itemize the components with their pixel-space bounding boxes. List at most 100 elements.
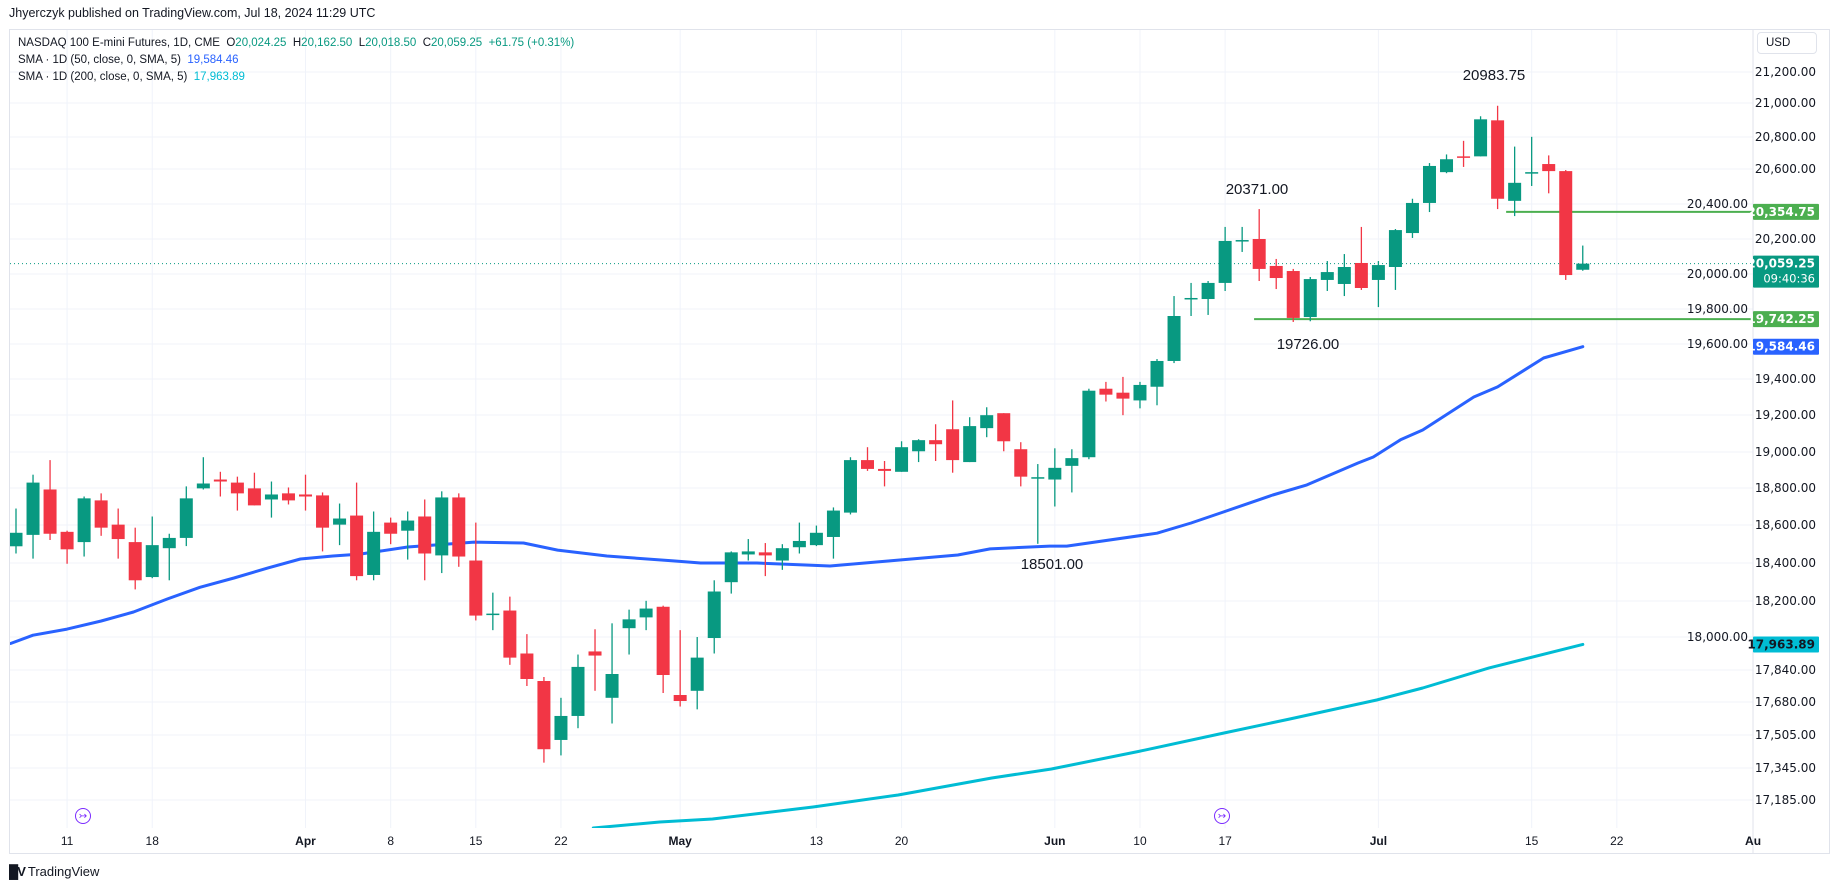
price-tag [1753, 255, 1819, 288]
candle-body [196, 483, 210, 489]
candle-body [1201, 282, 1215, 300]
time-tick-label: 22 [1610, 834, 1624, 848]
candle-body [1303, 279, 1317, 318]
high-value: 20,162.50 [301, 37, 353, 49]
candle-body [537, 681, 551, 750]
circled-arrow-icon[interactable]: ↣ [1214, 808, 1230, 824]
time-tick-label: 8 [387, 834, 394, 848]
candle-body [1525, 172, 1539, 174]
price-tick-label: 20,800.00 [1755, 130, 1816, 144]
candle [1559, 170, 1573, 280]
candle [1184, 282, 1198, 316]
price-tick-label: 19,000.00 [1755, 445, 1816, 459]
candle [1422, 163, 1436, 213]
ohlc-close: C20,059.25 [422, 37, 483, 49]
candle-body [1235, 240, 1249, 242]
candle-body [213, 479, 227, 482]
candle [145, 516, 159, 579]
ohlc-low: L20,018.50 [358, 37, 417, 49]
open-value: 20,024.25 [235, 37, 287, 49]
candle [1337, 254, 1351, 297]
candle [26, 474, 40, 559]
candle-body [1422, 165, 1436, 203]
candle-body [1218, 240, 1232, 283]
candle [741, 539, 755, 561]
currency-button[interactable]: USD [1757, 32, 1817, 54]
candle-body [912, 440, 926, 452]
candle-body [1388, 230, 1402, 267]
candle [571, 654, 585, 729]
candle [758, 543, 772, 577]
candle [673, 630, 687, 707]
tradingview-logo[interactable]: █V TradingView [9, 864, 99, 879]
candle-body [1269, 265, 1283, 279]
candle-body [963, 426, 977, 463]
legend-symbol-row[interactable]: NASDAQ 100 E-mini Futures, 1D, CME O20,0… [18, 35, 574, 52]
candle [1405, 198, 1419, 238]
candle [316, 492, 330, 552]
annotation-low: 18501.00 [1020, 556, 1084, 573]
candle-body [707, 591, 721, 639]
candle [179, 486, 193, 547]
annotation-swing-low: 19726.00 [1276, 336, 1340, 353]
candle-body [1337, 267, 1351, 284]
candle [1048, 448, 1062, 507]
low-value: 20,018.50 [365, 37, 417, 49]
time-tick-label: 13 [810, 834, 824, 848]
candle-body [1065, 458, 1079, 466]
candle-body [1320, 272, 1334, 280]
time-tick-label: 17 [1218, 834, 1232, 848]
price-tick-label: 18,600.00 [1755, 518, 1816, 532]
chart-frame [9, 29, 1830, 854]
candle [1133, 381, 1147, 409]
candle [1474, 116, 1488, 157]
price-tick-label: 17,185.00 [1755, 793, 1816, 807]
candle-body [316, 495, 330, 528]
candle [1150, 359, 1164, 406]
circled-arrow-icon[interactable]: ↣ [75, 808, 91, 824]
price-tick-label: 17,680.00 [1755, 695, 1816, 709]
legend-sma200-row[interactable]: SMA · 1D (200, close, 0, SMA, 5) 17,963.… [18, 69, 574, 86]
time-tick-label: 10 [1133, 834, 1147, 848]
price-tick-label: 21,200.00 [1755, 65, 1816, 79]
candle [1065, 449, 1079, 493]
legend-sma50-row[interactable]: SMA · 1D (50, close, 0, SMA, 5) 19,584.4… [18, 52, 574, 69]
candle-body [10, 532, 23, 547]
candle [435, 491, 449, 574]
candle [1014, 442, 1028, 487]
candle-body [622, 619, 636, 629]
price-tick-label: 18,800.00 [1755, 481, 1816, 495]
candle-body [230, 482, 244, 494]
candle-body [1286, 271, 1300, 318]
time-tick-label: Jun [1044, 834, 1065, 848]
candle [10, 508, 23, 554]
logo-text: TradingView [27, 864, 100, 879]
candle-body [367, 531, 381, 575]
candle-body [503, 610, 517, 658]
sma200-label: SMA · 1D (200, close, 0, SMA, 5) [18, 71, 188, 83]
candle [1388, 229, 1402, 290]
candle-body [333, 518, 347, 525]
candle-body [1457, 156, 1471, 158]
candle-body [77, 498, 91, 543]
legend: NASDAQ 100 E-mini Futures, 1D, CME O20,0… [18, 35, 574, 86]
candle-body [60, 531, 74, 550]
tradingview-logo-icon: █V [9, 864, 26, 879]
close-value: 20,059.25 [431, 37, 483, 49]
candle-body [264, 494, 278, 500]
candle [1082, 388, 1096, 460]
candle-body [1542, 164, 1556, 172]
candle [247, 472, 261, 506]
candle [1320, 261, 1334, 291]
sma200-line [591, 642, 1585, 828]
candle [469, 522, 483, 621]
candle [963, 417, 977, 463]
candle-body [792, 540, 806, 548]
candle [878, 461, 892, 487]
price-tick-label: 20,600.00 [1755, 162, 1816, 176]
candle [588, 629, 602, 691]
candle [213, 471, 227, 497]
price-tick-label: 19,600.00 [1687, 337, 1748, 351]
